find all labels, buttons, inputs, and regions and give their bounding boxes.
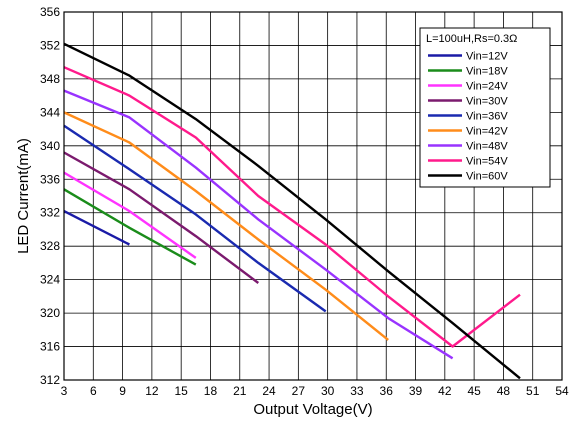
y-tick-label: 324 xyxy=(40,273,60,287)
series-line-0 xyxy=(63,210,130,246)
y-axis-ticks: 312 316 320 324 328 332 336 340 344 348 352 356 xyxy=(40,5,60,387)
y-tick-label: 328 xyxy=(40,239,60,253)
legend-label: Vin=42V xyxy=(466,126,508,138)
y-tick-label: 348 xyxy=(40,72,60,86)
y-tick-label: 336 xyxy=(40,172,60,186)
x-tick-label: 51 xyxy=(526,384,540,398)
legend-label: Vin=18V xyxy=(466,66,508,78)
x-tick-label: 33 xyxy=(350,384,364,398)
x-tick-label: 9 xyxy=(119,384,126,398)
x-tick-label: 15 xyxy=(174,384,188,398)
y-tick-label: 344 xyxy=(40,105,60,119)
series-line-3 xyxy=(63,151,260,284)
x-tick-label: 27 xyxy=(292,384,306,398)
plot-frame xyxy=(63,11,563,381)
series-line-2 xyxy=(63,171,197,259)
y-tick-label: 332 xyxy=(40,206,60,220)
legend-label: Vin=12V xyxy=(466,51,508,63)
x-tick-label: 48 xyxy=(497,384,511,398)
y-tick-label: 312 xyxy=(40,373,60,387)
series-line-5 xyxy=(63,111,389,341)
x-axis-ticks: 3 6 9 12 15 18 21 24 27 30 33 36 39 42 45 48 51 54 xyxy=(61,384,569,398)
x-tick-label: 42 xyxy=(438,384,452,398)
x-tick-label: 18 xyxy=(204,384,218,398)
y-tick-label: 320 xyxy=(40,306,60,320)
y-axis-title: LED Current(mA) xyxy=(15,138,32,254)
series-lines xyxy=(63,42,521,380)
x-tick-label: 24 xyxy=(262,384,276,398)
legend: L=100uH,Rs=0.3Ω Vin=12V Vin=18V Vin=24V Vin… xyxy=(419,27,551,188)
legend-label: Vin=24V xyxy=(466,81,508,93)
x-tick-label: 6 xyxy=(90,384,97,398)
series-line-8 xyxy=(63,42,521,380)
x-tick-label: 36 xyxy=(380,384,394,398)
x-tick-label: 21 xyxy=(233,384,247,398)
legend-label: Vin=48V xyxy=(466,141,508,153)
series-line-4 xyxy=(63,124,327,313)
legend-title: L=100uH,Rs=0.3Ω xyxy=(426,33,517,45)
legend-label: Vin=30V xyxy=(466,96,508,108)
y-tick-label: 340 xyxy=(40,139,60,153)
x-tick-label: 39 xyxy=(409,384,423,398)
x-tick-label: 3 xyxy=(61,384,68,398)
y-tick-label: 356 xyxy=(40,5,60,19)
x-tick-label: 30 xyxy=(321,384,335,398)
x-tick-label: 12 xyxy=(145,384,159,398)
legend-label: Vin=54V xyxy=(466,156,508,168)
y-tick-label: 316 xyxy=(40,340,60,354)
series-line-7 xyxy=(63,66,521,348)
series-line-1 xyxy=(63,188,197,266)
legend-label: Vin=36V xyxy=(466,111,508,123)
x-tick-label: 45 xyxy=(467,384,481,398)
y-tick-label: 352 xyxy=(40,38,60,52)
legend-label: Vin=60V xyxy=(466,171,508,183)
x-tick-label: 54 xyxy=(555,384,569,398)
x-axis-title: Output Voltage(V) xyxy=(253,401,372,418)
series-line-6 xyxy=(63,89,454,360)
